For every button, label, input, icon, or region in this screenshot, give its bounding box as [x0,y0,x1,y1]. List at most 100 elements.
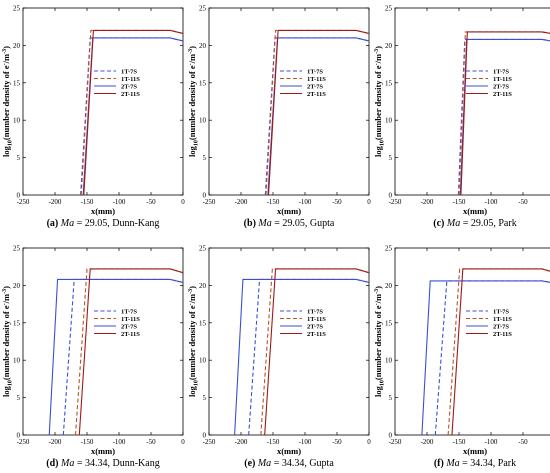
legend-label: 1T-7S [307,308,323,315]
y-tick-label: 10 [13,117,21,125]
series-group [421,268,550,435]
series-line-1t-11s [447,268,550,435]
y-axis-label: log10(number density of e-/m-3) [373,46,386,157]
series-line-2t-11s [267,29,369,195]
y-tick-label: 10 [13,357,21,365]
x-tick-label: -250 [389,438,402,446]
series-line-2t-11s [83,29,183,195]
y-tick-label: 10 [199,357,207,365]
x-axis-label: x(mm) [277,206,301,216]
series-group [457,31,550,195]
legend-label: 2T-11S [121,91,140,98]
plot-frame [394,247,550,436]
series-line-2t-7s [48,278,183,435]
legend-label: 1T-11S [307,316,326,323]
x-tick-label: -200 [421,438,434,446]
legend-label: 2T-11S [121,331,140,338]
series-line-2t-7s [234,278,369,435]
series-line-2t-11s [264,268,369,435]
legend-label: 1T-11S [307,76,326,83]
x-tick-label: -200 [235,198,248,206]
x-tick-label: -150 [81,438,94,446]
y-tick-label: 0 [17,192,21,200]
y-tick-label: 15 [13,79,21,87]
x-tick-label: -100 [113,198,126,206]
x-tick-label: -50 [518,438,528,446]
x-tick-label: -150 [453,198,466,206]
x-axis-label: x(mm) [463,446,487,456]
panel-caption: (e) Ma = 34.34, Gupta [244,458,334,469]
series-line-2t-7s [267,37,369,195]
legend-label: 2T-7S [493,83,509,90]
y-tick-label: 5 [203,154,207,162]
series-line-1t-11s [260,268,369,435]
legend-label: 2T-7S [307,323,323,330]
series-line-1t-11s [74,268,183,435]
x-tick-label: -100 [299,438,312,446]
x-tick-label: -50 [518,198,528,206]
x-axis-label: x(mm) [91,446,115,456]
series-group [48,268,183,435]
legend-label: 1T-7S [121,308,137,315]
y-tick-label: 15 [13,319,21,327]
series-line-2t-11s [78,268,183,435]
x-tick-label: -150 [267,438,280,446]
series-line-1t-7s [264,37,369,195]
x-tick-label: 0 [367,438,371,446]
y-tick-label: 10 [199,117,207,125]
x-tick-label: -200 [49,198,62,206]
y-tick-label: 25 [13,5,21,13]
series-line-2t-7s [82,37,183,195]
x-tick-label: -150 [267,198,280,206]
legend-label: 2T-11S [493,331,512,338]
x-tick-label: -250 [389,198,402,206]
y-axis-label: log10(number density of e-/m-3) [1,46,14,157]
plot-frame [22,247,184,436]
x-tick-label: -50 [332,198,342,206]
series-line-1t-7s [457,38,550,195]
y-tick-label: 0 [203,192,207,200]
series-line-2t-11s [460,31,550,195]
chart-panel: -250-200-150-100-5000510152025x(mm)log10… [373,245,550,469]
plot-frame [394,7,550,196]
x-tick-label: -100 [485,438,498,446]
series-line-1t-11s [265,29,369,195]
plot-frame [208,247,370,436]
y-tick-label: 5 [389,154,393,162]
legend-label: 1T-11S [121,316,140,323]
y-tick-label: 25 [13,245,21,253]
x-tick-label: -200 [235,438,248,446]
legend-label: 2T-7S [307,83,323,90]
y-tick-label: 0 [203,432,207,440]
series-group [264,29,369,195]
x-axis-label: x(mm) [91,206,115,216]
legend-label: 1T-11S [493,316,512,323]
x-tick-label: -150 [453,438,466,446]
x-tick-label: -250 [203,438,216,446]
chart-panel: -250-200-150-100-5000510152025x(mm)log10… [373,5,550,229]
series-line-2t-7s [421,280,550,435]
x-tick-label: -50 [146,438,156,446]
panel-caption: (f) Ma = 34.34, Park [434,458,516,469]
x-tick-label: 0 [181,198,185,206]
y-tick-label: 20 [199,42,207,50]
y-axis-label: log10(number density of e-/m-3) [187,286,200,397]
x-tick-label: 0 [181,438,185,446]
y-tick-label: 20 [199,282,207,290]
legend-label: 1T-7S [121,68,137,75]
x-tick-label: -150 [81,198,94,206]
y-tick-label: 15 [199,319,207,327]
panel-caption: (d) Ma = 34.34, Dunn-Kang [46,458,159,469]
y-tick-label: 20 [13,42,21,50]
y-tick-label: 5 [389,394,393,402]
y-axis-label: log10(number density of e-/m-3) [373,286,386,397]
y-tick-label: 15 [385,319,393,327]
series-line-1t-7s [80,37,183,195]
x-tick-label: -50 [146,198,156,206]
legend-label: 1T-11S [493,76,512,83]
y-tick-label: 20 [385,282,393,290]
